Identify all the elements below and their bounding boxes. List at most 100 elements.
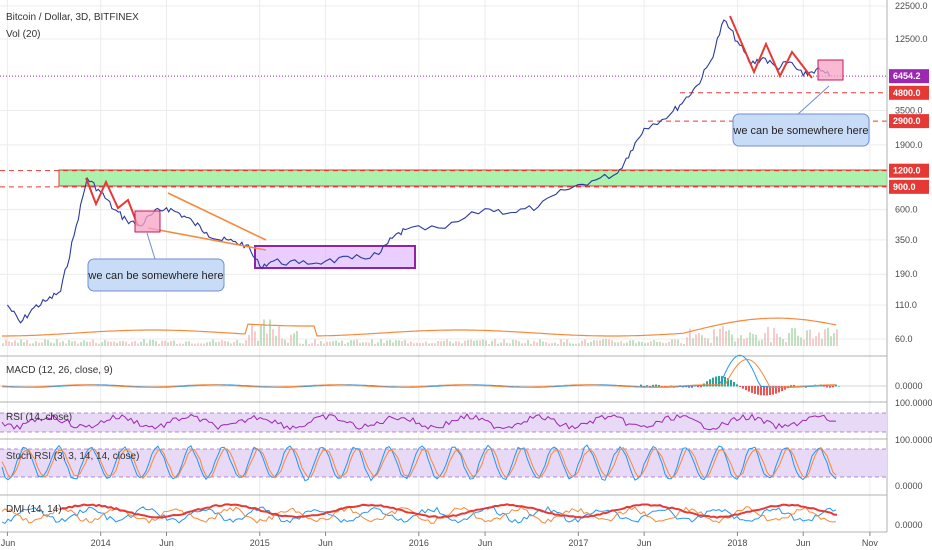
volume-bar — [290, 334, 292, 346]
macd-histogram-bar — [718, 376, 720, 387]
volume-bar — [671, 339, 673, 346]
volume-bar — [491, 340, 493, 346]
volume-bar — [524, 343, 526, 346]
volume-bar — [644, 343, 646, 346]
macd-label: MACD (12, 26, close, 9) — [6, 365, 113, 376]
time-axis[interactable]: Jun 2014 Jun 2015 Jun 2016 Jun 2017 Jun 2018 Jun No… — [1, 532, 879, 548]
trendline-upper — [167, 192, 267, 241]
volume-bar — [44, 339, 46, 346]
volume-bar — [740, 335, 742, 346]
volume-bar — [365, 342, 367, 346]
macd-histogram-bar — [775, 386, 777, 394]
volume-bar — [20, 339, 22, 346]
price-tag — [889, 114, 929, 129]
volume-bar — [488, 343, 490, 346]
volume-bar — [605, 339, 607, 346]
macd-histogram-bar — [760, 386, 762, 396]
callout-2018: we can be somewhere here — [732, 85, 870, 147]
volume-bar — [530, 343, 532, 346]
volume-bar — [749, 332, 751, 346]
y-tick-label: 350.0 — [895, 235, 918, 245]
volume-bar — [764, 333, 766, 346]
macd-histogram-bar — [832, 386, 834, 388]
volume-bar — [320, 341, 322, 346]
volume-bar — [476, 340, 478, 346]
volume-bar — [125, 341, 127, 346]
macd-histogram-bar — [640, 384, 642, 387]
volume-bar — [527, 339, 529, 346]
volume-bar — [71, 341, 73, 346]
rsi-pane: RSI (14, close) 100.0000 — [0, 398, 932, 433]
macd-histogram-bar — [658, 385, 660, 387]
volume-bar — [824, 329, 826, 346]
y-tick-label: 3500.0 — [895, 106, 923, 116]
volume-bar — [212, 339, 214, 346]
volume-bar — [392, 342, 394, 346]
volume-bar — [305, 339, 307, 346]
volume-bar — [494, 339, 496, 346]
volume-bar — [614, 342, 616, 346]
volume-bar — [632, 340, 634, 346]
volume-bar — [533, 340, 535, 346]
volume-bar — [284, 339, 286, 346]
volume-bar — [5, 339, 7, 346]
stoch-rsi-lower-label: 0.0000 — [895, 481, 923, 491]
volume-bar — [722, 326, 724, 346]
volume-bar — [737, 337, 739, 346]
macd-histogram-bar — [748, 386, 750, 392]
x-tick-label: 2017 — [568, 538, 588, 548]
volume-bar — [416, 342, 418, 346]
volume-bar — [443, 340, 445, 346]
volume-bar — [32, 343, 34, 346]
volume-bar — [50, 342, 52, 346]
volume-bar — [563, 341, 565, 346]
volume-bar — [473, 340, 475, 346]
volume-bar — [755, 334, 757, 346]
volume-bar — [452, 343, 454, 346]
volume-bar — [200, 343, 202, 346]
volume-bar — [566, 339, 568, 346]
macd-histogram-bar — [697, 386, 699, 388]
x-tick-label: Jun — [159, 538, 174, 548]
volume-bar — [446, 339, 448, 346]
volume-bar — [401, 341, 403, 346]
volume-bar — [104, 339, 106, 346]
volume-bar — [674, 339, 676, 346]
volume-bar — [569, 343, 571, 346]
volume-bar — [746, 337, 748, 346]
volume-bar — [371, 339, 373, 346]
volume-bar — [695, 334, 697, 346]
volume-bar — [800, 337, 802, 346]
price-tag-label: 6454.2 — [893, 71, 921, 81]
volume-bar — [386, 340, 388, 346]
volume-bar — [560, 339, 562, 346]
volume-bar — [194, 343, 196, 346]
volume-bar — [647, 342, 649, 346]
volume-bar — [788, 332, 790, 346]
macd-histogram-bar — [715, 376, 717, 387]
volume-bar — [89, 341, 91, 346]
volume-bar — [779, 336, 781, 346]
y-tick-label: 600.0 — [895, 205, 918, 215]
volume-bar — [545, 342, 547, 346]
volume-bar — [41, 342, 43, 346]
x-tick-label: Jun — [478, 538, 493, 548]
volume-bar — [272, 329, 274, 346]
volume-bar — [269, 319, 271, 346]
volume-bar — [437, 341, 439, 346]
volume-bar — [338, 342, 340, 346]
volume-bar — [833, 333, 835, 346]
dmi-label: DMI (14, 14) — [6, 504, 62, 515]
volume-bar — [407, 343, 409, 346]
volume-bar — [461, 343, 463, 346]
volume-bar — [155, 341, 157, 346]
volume-bar — [398, 340, 400, 346]
macd-histogram-bar — [739, 386, 741, 388]
volume-bar — [662, 342, 664, 346]
volume-bar — [782, 339, 784, 346]
macd-histogram-bar — [646, 385, 648, 387]
volume-bar — [596, 340, 598, 346]
volume-bar — [179, 343, 181, 346]
